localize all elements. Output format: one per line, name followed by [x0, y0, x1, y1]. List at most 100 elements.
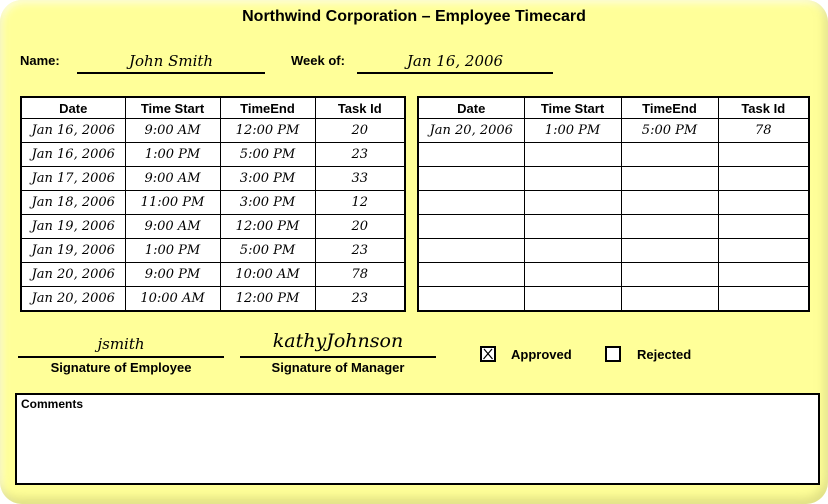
header-task-id: Task Id	[717, 96, 810, 119]
name-label: Name:	[20, 53, 60, 68]
header-time-end: TimeEnd	[620, 96, 719, 119]
cell-time-end[interactable]	[620, 190, 719, 215]
cell-time-start[interactable]: 11:00 PM	[124, 190, 221, 215]
manager-signature-label: Signature of Manager	[271, 360, 405, 375]
cell-date[interactable]	[417, 238, 525, 263]
cell-time-start[interactable]: 9:00 AM	[124, 166, 221, 191]
cell-date[interactable]: Jan 17, 2006	[20, 166, 126, 191]
cell-task-id[interactable]	[717, 214, 810, 239]
employee-signature-label: Signature of Employee	[50, 360, 192, 375]
table-row: Jan 20, 2006 9:00 PM 10:00 AM 78	[20, 262, 406, 287]
cell-date[interactable]	[417, 190, 525, 215]
cell-date[interactable]: Jan 16, 2006	[20, 142, 126, 167]
cell-task-id[interactable]	[717, 166, 810, 191]
comments-box[interactable]: Comments	[15, 393, 820, 485]
cell-date[interactable]: Jan 16, 2006	[20, 118, 126, 143]
cell-task-id[interactable]: 78	[314, 262, 406, 287]
cell-date[interactable]	[417, 142, 525, 167]
x-mark-icon	[482, 348, 494, 360]
cell-time-start[interactable]: 9:00 AM	[124, 118, 221, 143]
table-row: Jan 16, 2006 1:00 PM 5:00 PM 23	[20, 142, 406, 167]
week-of-input[interactable]: Jan 16, 2006	[357, 50, 553, 74]
cell-task-id[interactable]	[717, 142, 810, 167]
header-date: Date	[417, 96, 525, 119]
cell-date[interactable]	[417, 286, 525, 312]
cell-task-id[interactable]	[717, 286, 810, 312]
cell-time-start[interactable]: 1:00 PM	[124, 238, 221, 263]
name-input[interactable]: John Smith	[77, 50, 265, 74]
cell-task-id[interactable]	[717, 262, 810, 287]
cell-time-end[interactable]: 5:00 PM	[219, 238, 316, 263]
table-row: Jan 16, 2006 9:00 AM 12:00 PM 20	[20, 118, 406, 143]
employee-signature-input[interactable]: jsmith	[18, 334, 224, 358]
manager-signature-input[interactable]: kathyJohnson	[240, 328, 436, 358]
cell-time-end[interactable]: 5:00 PM	[219, 142, 316, 167]
cell-date[interactable]	[417, 166, 525, 191]
table-row	[417, 286, 810, 312]
cell-time-start[interactable]: 9:00 AM	[124, 214, 221, 239]
cell-time-start[interactable]: 1:00 PM	[523, 118, 622, 143]
cell-task-id[interactable]: 20	[314, 214, 406, 239]
cell-task-id[interactable]: 33	[314, 166, 406, 191]
cell-time-start[interactable]	[523, 142, 622, 167]
table-row	[417, 190, 810, 215]
cell-date[interactable]: Jan 20, 2006	[20, 286, 126, 312]
cell-time-start[interactable]	[523, 262, 622, 287]
cell-date[interactable]	[417, 262, 525, 287]
cell-time-end[interactable]	[620, 166, 719, 191]
cell-date[interactable]	[417, 214, 525, 239]
cell-time-end[interactable]	[620, 214, 719, 239]
cell-task-id[interactable]: 23	[314, 142, 406, 167]
table-row: Jan 20, 2006 1:00 PM 5:00 PM 78	[417, 118, 810, 143]
cell-time-start[interactable]	[523, 238, 622, 263]
cell-time-start[interactable]: 9:00 PM	[124, 262, 221, 287]
cell-time-end[interactable]: 3:00 PM	[219, 166, 316, 191]
cell-task-id[interactable]: 12	[314, 190, 406, 215]
cell-time-start[interactable]	[523, 286, 622, 312]
header-time-start: Time Start	[124, 96, 221, 119]
cell-time-end[interactable]: 5:00 PM	[620, 118, 719, 143]
cell-time-start[interactable]	[523, 166, 622, 191]
table-row: Jan 20, 2006 10:00 AM 12:00 PM 23	[20, 286, 406, 312]
table-row	[417, 262, 810, 287]
rejected-label: Rejected	[637, 347, 692, 362]
cell-time-end[interactable]	[620, 262, 719, 287]
cell-task-id[interactable]: 20	[314, 118, 406, 143]
table-row	[417, 166, 810, 191]
cell-date[interactable]: Jan 19, 2006	[20, 214, 126, 239]
cell-time-start[interactable]	[523, 190, 622, 215]
cell-time-end[interactable]: 10:00 AM	[219, 262, 316, 287]
cell-time-end[interactable]: 12:00 PM	[219, 118, 316, 143]
manager-signature-block: kathyJohnson Signature of Manager	[240, 328, 436, 375]
cell-date[interactable]: Jan 18, 2006	[20, 190, 126, 215]
cell-time-start[interactable]	[523, 214, 622, 239]
cell-time-end[interactable]: 12:00 PM	[219, 286, 316, 312]
cell-task-id[interactable]	[717, 190, 810, 215]
cell-task-id[interactable]	[717, 238, 810, 263]
cell-time-start[interactable]: 1:00 PM	[124, 142, 221, 167]
timecard-table-right: Date Time Start TimeEnd Task Id Jan 20, …	[417, 96, 810, 312]
comments-label: Comments	[21, 397, 84, 411]
employee-signature-block: jsmith Signature of Employee	[18, 334, 224, 375]
cell-date[interactable]: Jan 20, 2006	[417, 118, 525, 143]
cell-date[interactable]: Jan 19, 2006	[20, 238, 126, 263]
cell-task-id[interactable]: 78	[717, 118, 810, 143]
header-time-start: Time Start	[523, 96, 622, 119]
cell-time-end[interactable]	[620, 142, 719, 167]
approved-label: Approved	[511, 347, 572, 362]
cell-time-end[interactable]	[620, 238, 719, 263]
cell-task-id[interactable]: 23	[314, 286, 406, 312]
week-of-label: Week of:	[291, 53, 345, 68]
cell-date[interactable]: Jan 20, 2006	[20, 262, 126, 287]
header-date: Date	[20, 96, 126, 119]
cell-time-start[interactable]: 10:00 AM	[124, 286, 221, 312]
cell-time-end[interactable]: 3:00 PM	[219, 190, 316, 215]
cell-time-end[interactable]: 12:00 PM	[219, 214, 316, 239]
table-row: Jan 19, 2006 1:00 PM 5:00 PM 23	[20, 238, 406, 263]
table-row	[417, 238, 810, 263]
form-title: Northwind Corporation – Employee Timecar…	[242, 8, 586, 25]
approved-checkbox[interactable]	[480, 346, 496, 362]
rejected-checkbox[interactable]	[605, 346, 621, 362]
cell-time-end[interactable]	[620, 286, 719, 312]
cell-task-id[interactable]: 23	[314, 238, 406, 263]
